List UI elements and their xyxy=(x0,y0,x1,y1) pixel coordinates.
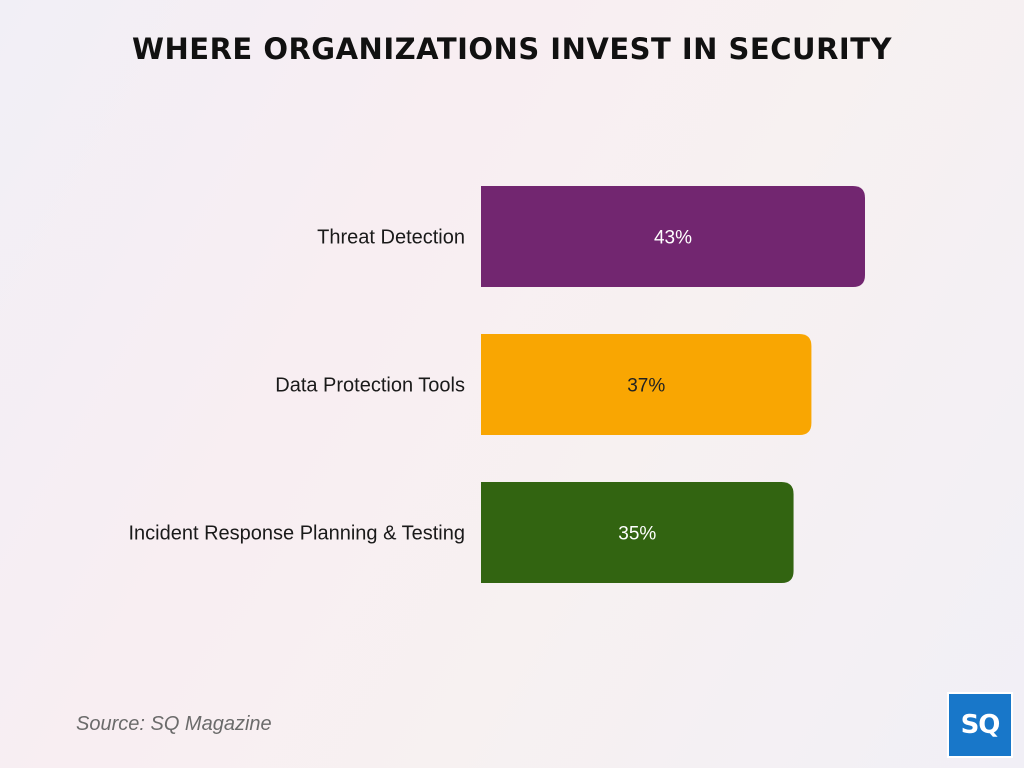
bar-incident-response-planning-testing xyxy=(481,482,794,583)
chart-title: WHERE ORGANIZATIONS INVEST IN SECURITY xyxy=(132,32,892,66)
category-label-data-protection-tools: Data Protection Tools xyxy=(275,375,465,397)
sq-logo: SQ xyxy=(947,692,1013,758)
logo-text: SQ xyxy=(960,710,1001,740)
value-label-data-protection-tools: 37% xyxy=(627,376,665,397)
value-label-incident-response-planning-testing: 35% xyxy=(618,524,656,545)
value-label-threat-detection: 43% xyxy=(654,228,692,249)
category-label-threat-detection: Threat Detection xyxy=(317,227,465,249)
source-note: Source: SQ Magazine xyxy=(76,713,272,735)
category-label-incident-response-planning-testing: Incident Response Planning & Testing xyxy=(128,523,465,545)
bar-data-protection-tools xyxy=(481,334,812,435)
bar-threat-detection xyxy=(481,186,865,287)
